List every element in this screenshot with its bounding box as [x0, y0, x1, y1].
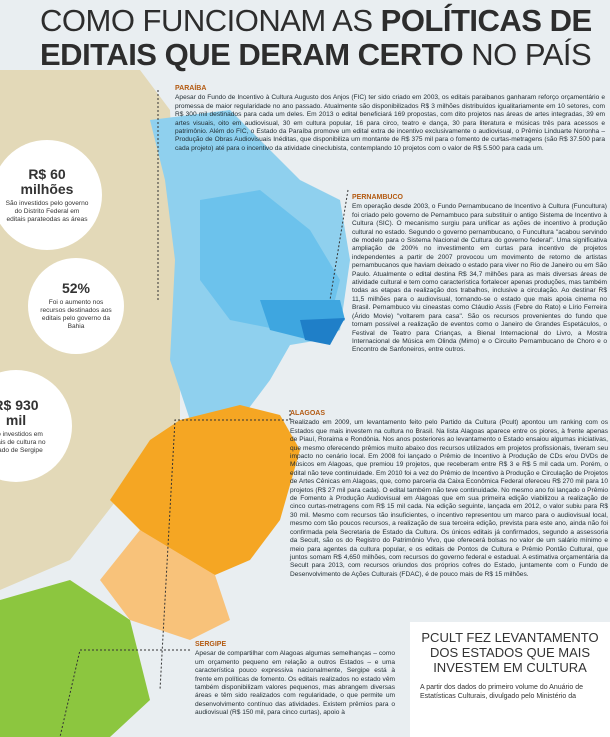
section-heading: SERGIPE	[195, 641, 227, 648]
south	[0, 580, 150, 737]
callout-value: R$ 930 mil	[0, 396, 39, 428]
section: PARAÍBA Apesar do Fundo de Incentivo à Cu…	[175, 85, 605, 153]
section-body: Apesar de compartilhar com Alagoas algum…	[195, 650, 395, 717]
section-heading: ALAGOAS	[290, 410, 325, 417]
sidebar-body: A partir dos dados do primeiro volume do…	[420, 684, 584, 700]
section: SERGIPE Apesar de compartilhar com Alagoa…	[195, 641, 395, 718]
northeast-light	[200, 190, 340, 330]
section: PERNAMBUCO Em operação desde 2003, o Fund…	[352, 194, 607, 355]
title-part: COMO FUNCIONAM AS	[40, 3, 381, 38]
callout: 52% Foi o aumento nos recursos destinados…	[28, 258, 124, 354]
section-body: Em operação desde 2003, o Fundo Pernambu…	[352, 203, 607, 354]
leader-line	[159, 410, 291, 691]
callout-value: 52%	[61, 280, 91, 296]
sidebar: PCULT FEZ LEVANTAMENTO DOS ESTADOS QUE M…	[410, 622, 610, 737]
title-part: NO PAÍS	[463, 37, 592, 72]
alagoas	[300, 318, 345, 345]
callout: R$ 60 milhões São investidos pelo governo…	[0, 140, 102, 250]
title-part: POLÍTICAS DE	[380, 3, 593, 38]
callout-text: Foi o aumento nos recursos destinados ao…	[40, 299, 112, 330]
sidebar-title: PCULT FEZ LEVANTAMENTO DOS ESTADOS QUE M…	[421, 630, 599, 675]
section-heading: PERNAMBUCO	[352, 194, 403, 201]
bahia	[110, 405, 300, 575]
leader-line	[329, 189, 349, 301]
section-body: Realizado em 2009, um levantamento feito…	[290, 419, 608, 578]
section-body: Apesar do Fundo de Incentivo à Cultura A…	[175, 94, 605, 152]
section: ALAGOAS Realizado em 2009, um levantament…	[290, 410, 608, 579]
section-heading: PARAÍBA	[175, 85, 207, 92]
leader-line	[59, 649, 190, 737]
southeast	[100, 530, 230, 640]
callout-text: São investidos em editais de cultura no …	[0, 430, 46, 454]
title: COMO FUNCIONAM AS POLÍTICAS DE EDITAIS Q…	[40, 4, 592, 72]
callout-value: R$ 60 milhões	[20, 165, 74, 197]
callout-text: São investidos pelo governo do Distrito …	[5, 199, 89, 223]
title-part: EDITAIS QUE DERAM CERTO	[40, 37, 464, 72]
